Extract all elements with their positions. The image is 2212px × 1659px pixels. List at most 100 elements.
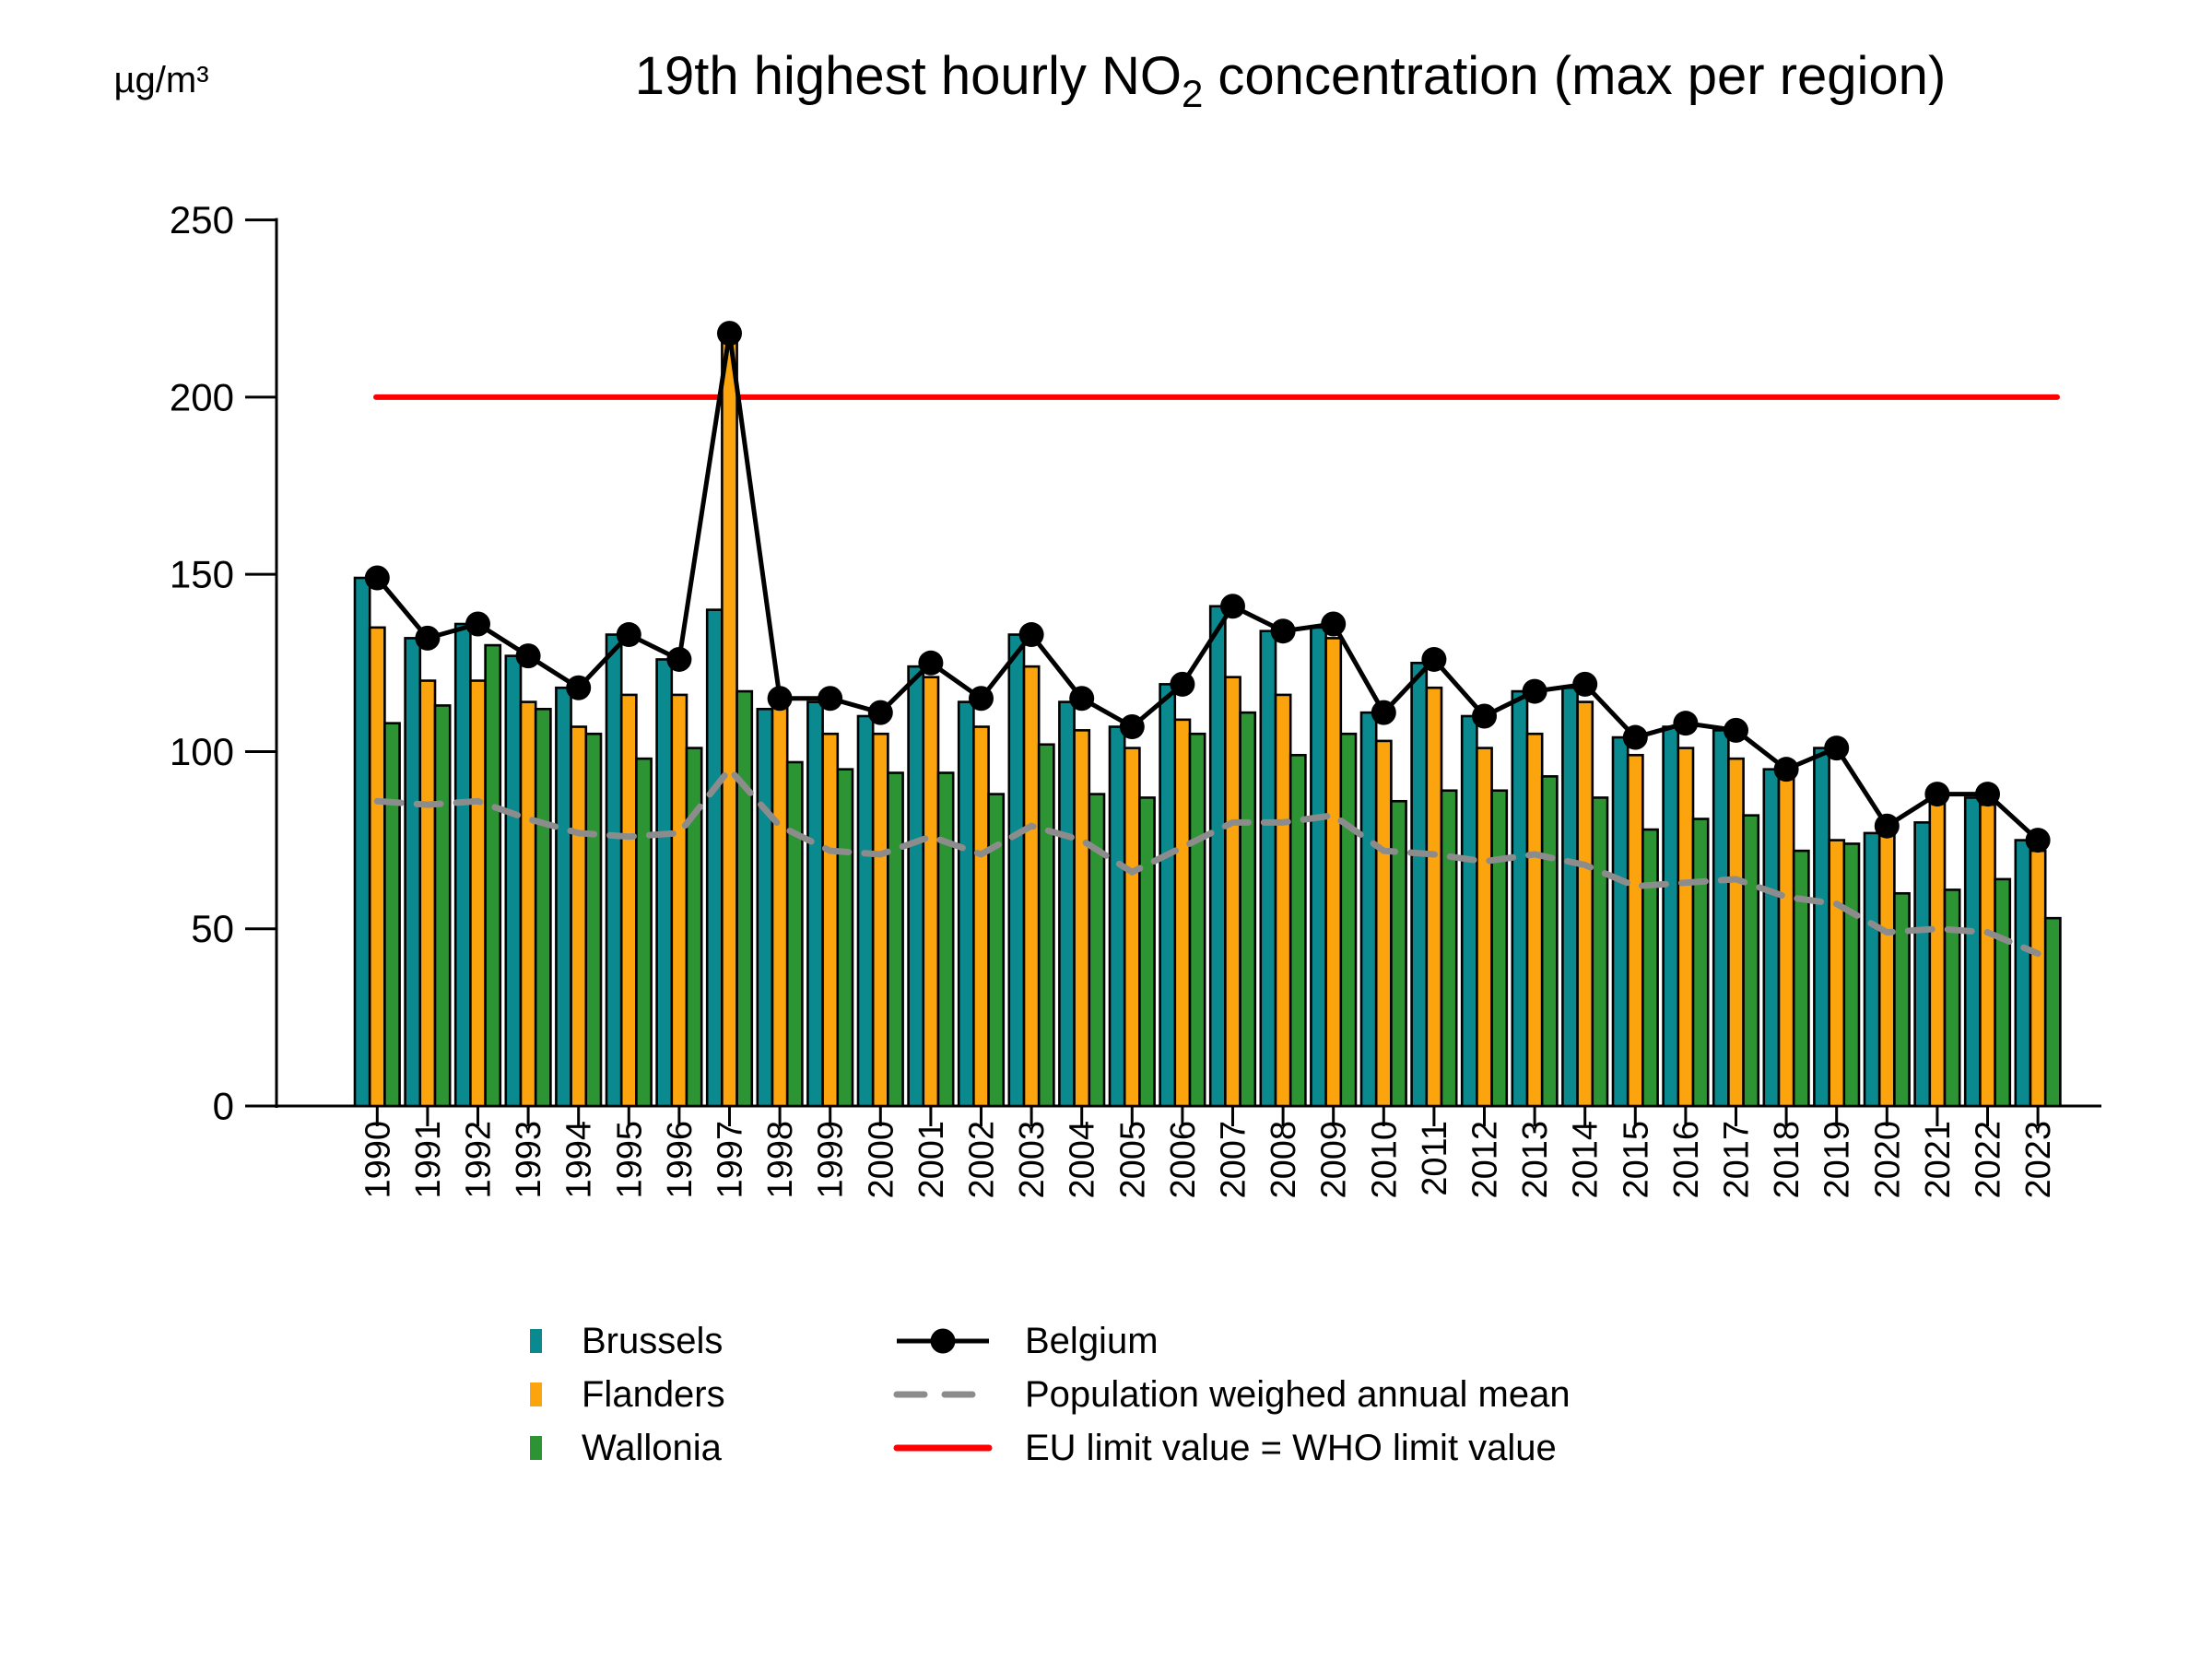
bar-flanders-1997 — [721, 332, 738, 1108]
bar-wallonia-2016 — [1691, 818, 1710, 1108]
bar-flanders-2009 — [1324, 637, 1343, 1108]
belgium-point-2023 — [2025, 828, 2051, 853]
bar-wallonia-2021 — [1943, 888, 1961, 1108]
bar-wallonia-2000 — [887, 771, 904, 1108]
bar-flanders-2022 — [1979, 803, 1996, 1108]
legend-label-flanders: Flanders — [582, 1374, 725, 1415]
bar-brussels-1995 — [605, 633, 623, 1108]
bar-wallonia-1991 — [433, 704, 452, 1108]
bar-wallonia-2005 — [1138, 796, 1156, 1108]
bar-wallonia-2011 — [1440, 789, 1458, 1108]
x-axis-year-label: 2000 — [862, 1121, 900, 1199]
bar-flanders-1995 — [619, 693, 638, 1108]
bar-flanders-2019 — [1828, 839, 1846, 1108]
belgium-point-2008 — [1270, 618, 1296, 644]
bar-brussels-2001 — [907, 665, 925, 1108]
x-axis-year-label: 2016 — [1667, 1121, 1706, 1199]
bar-wallonia-1992 — [484, 643, 502, 1108]
belgium-point-2012 — [1472, 703, 1497, 729]
bar-brussels-2021 — [1913, 821, 1932, 1108]
bar-wallonia-2022 — [1994, 877, 2012, 1108]
legend-label-wallonia: Wallonia — [582, 1428, 723, 1468]
y-axis-tick-label: 200 — [170, 375, 234, 418]
belgium-point-2020 — [1874, 813, 1900, 839]
bar-brussels-1992 — [453, 622, 472, 1108]
bar-flanders-1994 — [570, 725, 588, 1108]
x-axis-year-label: 1992 — [460, 1121, 499, 1199]
belgium-point-2014 — [1572, 671, 1598, 697]
belgium-point-1993 — [515, 643, 541, 669]
bar-brussels-2002 — [957, 700, 975, 1108]
bar-brussels-1993 — [504, 654, 523, 1108]
bar-flanders-2007 — [1224, 676, 1241, 1108]
x-axis-year-label: 2006 — [1164, 1121, 1203, 1199]
x-axis-year-label: 2017 — [1718, 1121, 1757, 1199]
bar-brussels-2015 — [1611, 735, 1630, 1108]
bar-wallonia-1994 — [584, 732, 603, 1108]
x-axis-year-label: 2005 — [1113, 1121, 1152, 1199]
belgium-point-1995 — [616, 622, 641, 648]
x-axis-year-label: 1991 — [409, 1121, 448, 1199]
belgium-point-1998 — [767, 686, 793, 712]
bar-wallonia-2008 — [1288, 753, 1307, 1108]
bar-flanders-2004 — [1073, 729, 1091, 1108]
x-axis-year-label: 2015 — [1617, 1121, 1655, 1199]
x-axis-year-label: 2008 — [1265, 1121, 1303, 1199]
x-axis-year-label: 1993 — [510, 1121, 548, 1199]
x-axis-year-label: 2011 — [1416, 1121, 1454, 1196]
bar-wallonia-2023 — [2043, 916, 2062, 1108]
x-axis-year-label: 2018 — [1768, 1121, 1806, 1199]
bar-brussels-2012 — [1460, 714, 1478, 1108]
bar-wallonia-1999 — [836, 768, 854, 1108]
y-axis-tick-label: 100 — [170, 730, 234, 773]
bar-wallonia-2012 — [1490, 789, 1509, 1108]
bar-brussels-2005 — [1108, 725, 1126, 1108]
belgium-point-2017 — [1724, 717, 1748, 743]
bar-brussels-2009 — [1310, 626, 1327, 1108]
x-axis-year-label: 2002 — [963, 1121, 1002, 1199]
population-mean-line — [373, 764, 2041, 958]
bar-wallonia-2010 — [1390, 799, 1407, 1108]
bar-brussels-1994 — [555, 686, 572, 1108]
bar-flanders-2008 — [1274, 693, 1292, 1108]
x-axis-year-label: 2020 — [1868, 1121, 1907, 1199]
bar-brussels-1996 — [655, 658, 674, 1108]
x-axis-year-label: 2004 — [1064, 1121, 1102, 1199]
bar-wallonia-2020 — [1893, 891, 1911, 1108]
bar-brussels-2016 — [1662, 725, 1680, 1108]
bar-brussels-2011 — [1410, 661, 1429, 1108]
bar-flanders-2000 — [871, 732, 889, 1108]
bar-flanders-1993 — [519, 700, 537, 1108]
legend-swatch-brussels — [530, 1329, 542, 1353]
legend-swatch-flanders — [530, 1382, 542, 1406]
bar-wallonia-2015 — [1641, 828, 1659, 1108]
x-axis-year-label: 2001 — [912, 1121, 951, 1199]
bar-wallonia-2007 — [1239, 711, 1257, 1108]
belgium-point-2019 — [1824, 735, 1850, 761]
bar-brussels-1997 — [705, 608, 724, 1108]
belgium-point-1996 — [666, 646, 692, 672]
bar-flanders-1990 — [368, 626, 386, 1108]
belgium-point-1999 — [818, 686, 843, 712]
belgium-point-2015 — [1622, 724, 1648, 750]
bar-brussels-2000 — [856, 714, 875, 1108]
bar-flanders-2001 — [922, 676, 940, 1108]
bar-flanders-2010 — [1374, 739, 1393, 1108]
bar-brussels-2003 — [1007, 633, 1026, 1108]
belgium-point-2013 — [1522, 678, 1547, 704]
x-axis-year-label: 2014 — [1567, 1121, 1606, 1199]
belgium-point-1994 — [566, 675, 592, 700]
x-axis-year-label: 2022 — [1970, 1121, 2008, 1199]
bar-flanders-2014 — [1576, 700, 1594, 1108]
belgium-point-2003 — [1018, 622, 1044, 648]
bar-wallonia-2014 — [1591, 796, 1609, 1108]
belgium-point-2009 — [1321, 611, 1347, 637]
legend-label: EU limit value = WHO limit value — [1025, 1428, 1557, 1468]
chart-title: 19th highest hourly NO2 concentration (m… — [635, 46, 1947, 115]
bar-flanders-2020 — [1877, 824, 1896, 1108]
belgium-point-1991 — [415, 625, 441, 651]
belgium-point-2022 — [1975, 782, 2000, 807]
bar-brussels-2022 — [1963, 796, 1982, 1108]
legend-belgium-dot — [930, 1328, 956, 1354]
